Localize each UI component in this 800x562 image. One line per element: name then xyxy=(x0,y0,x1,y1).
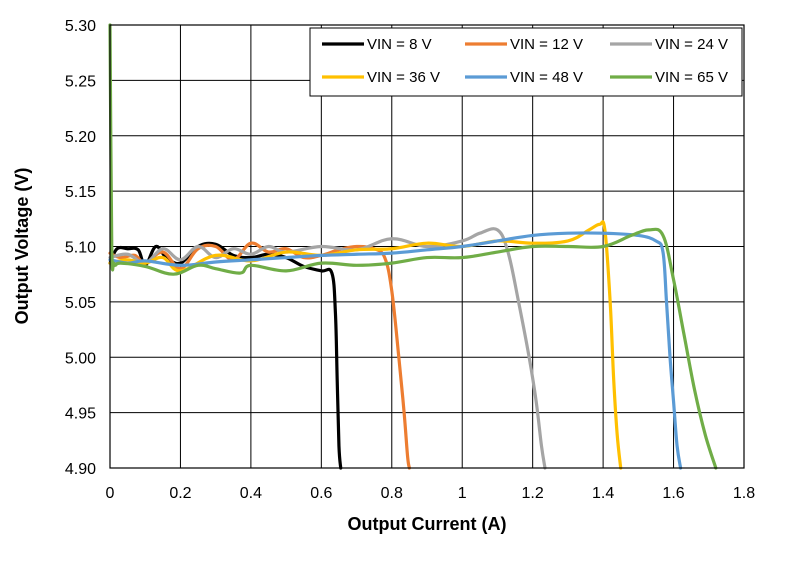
x-tick-label: 0.6 xyxy=(310,485,332,502)
series-line-vin-24-v xyxy=(108,227,547,470)
y-tick-label: 5.30 xyxy=(65,18,96,35)
y-tick-label: 5.10 xyxy=(65,240,96,257)
x-tick-label: 0.8 xyxy=(381,485,403,502)
series-lines xyxy=(108,23,718,470)
plot-frame xyxy=(109,24,745,469)
series-line-vin-36-v xyxy=(108,220,623,470)
y-tick-labels: 4.90 4.95 5.00 5.05 5.10 5.15 5.20 5.25 5.30 xyxy=(65,18,96,478)
legend-label: VIN = 48 V xyxy=(510,69,583,86)
y-tick-label: 4.90 xyxy=(65,461,96,478)
legend-label: VIN = 24 V xyxy=(655,36,728,53)
y-tick-label: 5.15 xyxy=(65,184,96,201)
y-tick-label: 5.00 xyxy=(65,350,96,367)
legend-label: VIN = 36 V xyxy=(367,69,440,86)
x-tick-label: 1.6 xyxy=(662,485,684,502)
legend-label: VIN = 12 V xyxy=(510,36,583,53)
x-tick-label: 1.2 xyxy=(522,485,544,502)
series-line-vin-8-v xyxy=(108,241,343,470)
y-tick-label: 4.95 xyxy=(65,406,96,423)
x-tick-label: 0 xyxy=(106,485,115,502)
x-tick-label: 0.4 xyxy=(240,485,262,502)
x-tick-label: 0.2 xyxy=(169,485,191,502)
y-axis-title: Output Voltage (V) xyxy=(12,168,32,325)
x-tick-label: 1.8 xyxy=(733,485,755,502)
legend-label: VIN = 8 V xyxy=(367,36,432,53)
legend: VIN = 8 V VIN = 12 V VIN = 24 V VIN = 36 V V… xyxy=(309,27,743,97)
x-tick-label: 1.4 xyxy=(592,485,614,502)
legend-box xyxy=(309,27,743,97)
y-tick-label: 5.05 xyxy=(65,295,96,312)
x-tick-label: 1 xyxy=(458,485,467,502)
y-tick-label: 5.20 xyxy=(65,129,96,146)
series-line-vin-48-v xyxy=(108,231,683,470)
y-tick-label: 5.25 xyxy=(65,73,96,90)
x-axis-title: Output Current (A) xyxy=(348,514,507,534)
x-tick-labels: 0 0.2 0.4 0.6 0.8 1 1.2 1.4 1.6 1.8 xyxy=(106,485,756,502)
series-line-vin-65-v xyxy=(108,23,718,470)
legend-label: VIN = 65 V xyxy=(655,69,728,86)
